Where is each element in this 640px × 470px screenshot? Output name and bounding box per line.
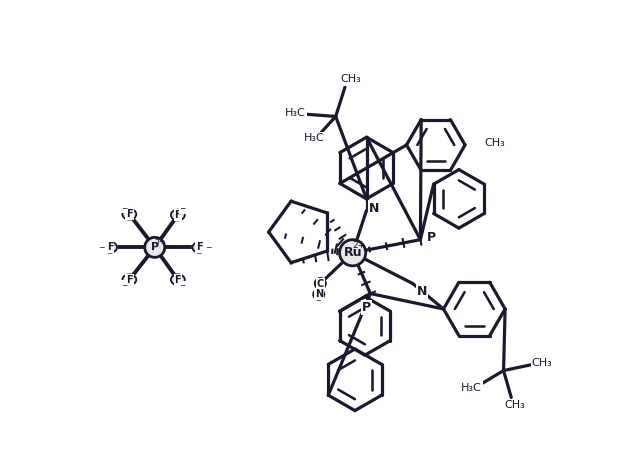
Text: F: F (175, 210, 181, 220)
Circle shape (314, 289, 324, 300)
Circle shape (145, 237, 164, 258)
Text: H₃C: H₃C (304, 133, 324, 143)
Text: −: − (121, 204, 127, 212)
Ellipse shape (103, 242, 117, 253)
Text: −: − (180, 204, 186, 213)
Text: N: N (417, 285, 427, 298)
Text: −: − (99, 243, 105, 252)
Text: 5+: 5+ (154, 237, 165, 246)
Text: H₃C: H₃C (285, 108, 306, 118)
Text: 2+: 2+ (353, 241, 365, 250)
Text: CH₃: CH₃ (505, 400, 525, 410)
Text: F: F (126, 274, 132, 285)
Ellipse shape (122, 209, 136, 219)
Text: N: N (369, 202, 380, 215)
Text: Ru: Ru (344, 246, 362, 259)
Text: −: − (121, 281, 127, 290)
Text: CH₃: CH₃ (532, 358, 552, 368)
Circle shape (315, 278, 326, 289)
Text: CH₃: CH₃ (484, 138, 505, 148)
Text: F: F (107, 243, 113, 252)
Circle shape (340, 240, 365, 266)
Text: P: P (150, 243, 159, 252)
Ellipse shape (171, 210, 185, 220)
Text: H₃C: H₃C (461, 383, 481, 392)
Text: CH₃: CH₃ (340, 75, 362, 85)
Ellipse shape (122, 274, 136, 285)
Text: F: F (175, 274, 181, 285)
Text: F: F (196, 243, 203, 252)
Text: −: − (180, 282, 186, 290)
Text: P: P (362, 301, 371, 314)
Text: −: − (205, 243, 211, 252)
Text: P: P (427, 231, 436, 244)
Ellipse shape (171, 274, 185, 285)
Text: C: C (317, 279, 324, 289)
Text: N: N (315, 290, 323, 299)
Text: F: F (126, 209, 132, 219)
Ellipse shape (193, 242, 206, 253)
